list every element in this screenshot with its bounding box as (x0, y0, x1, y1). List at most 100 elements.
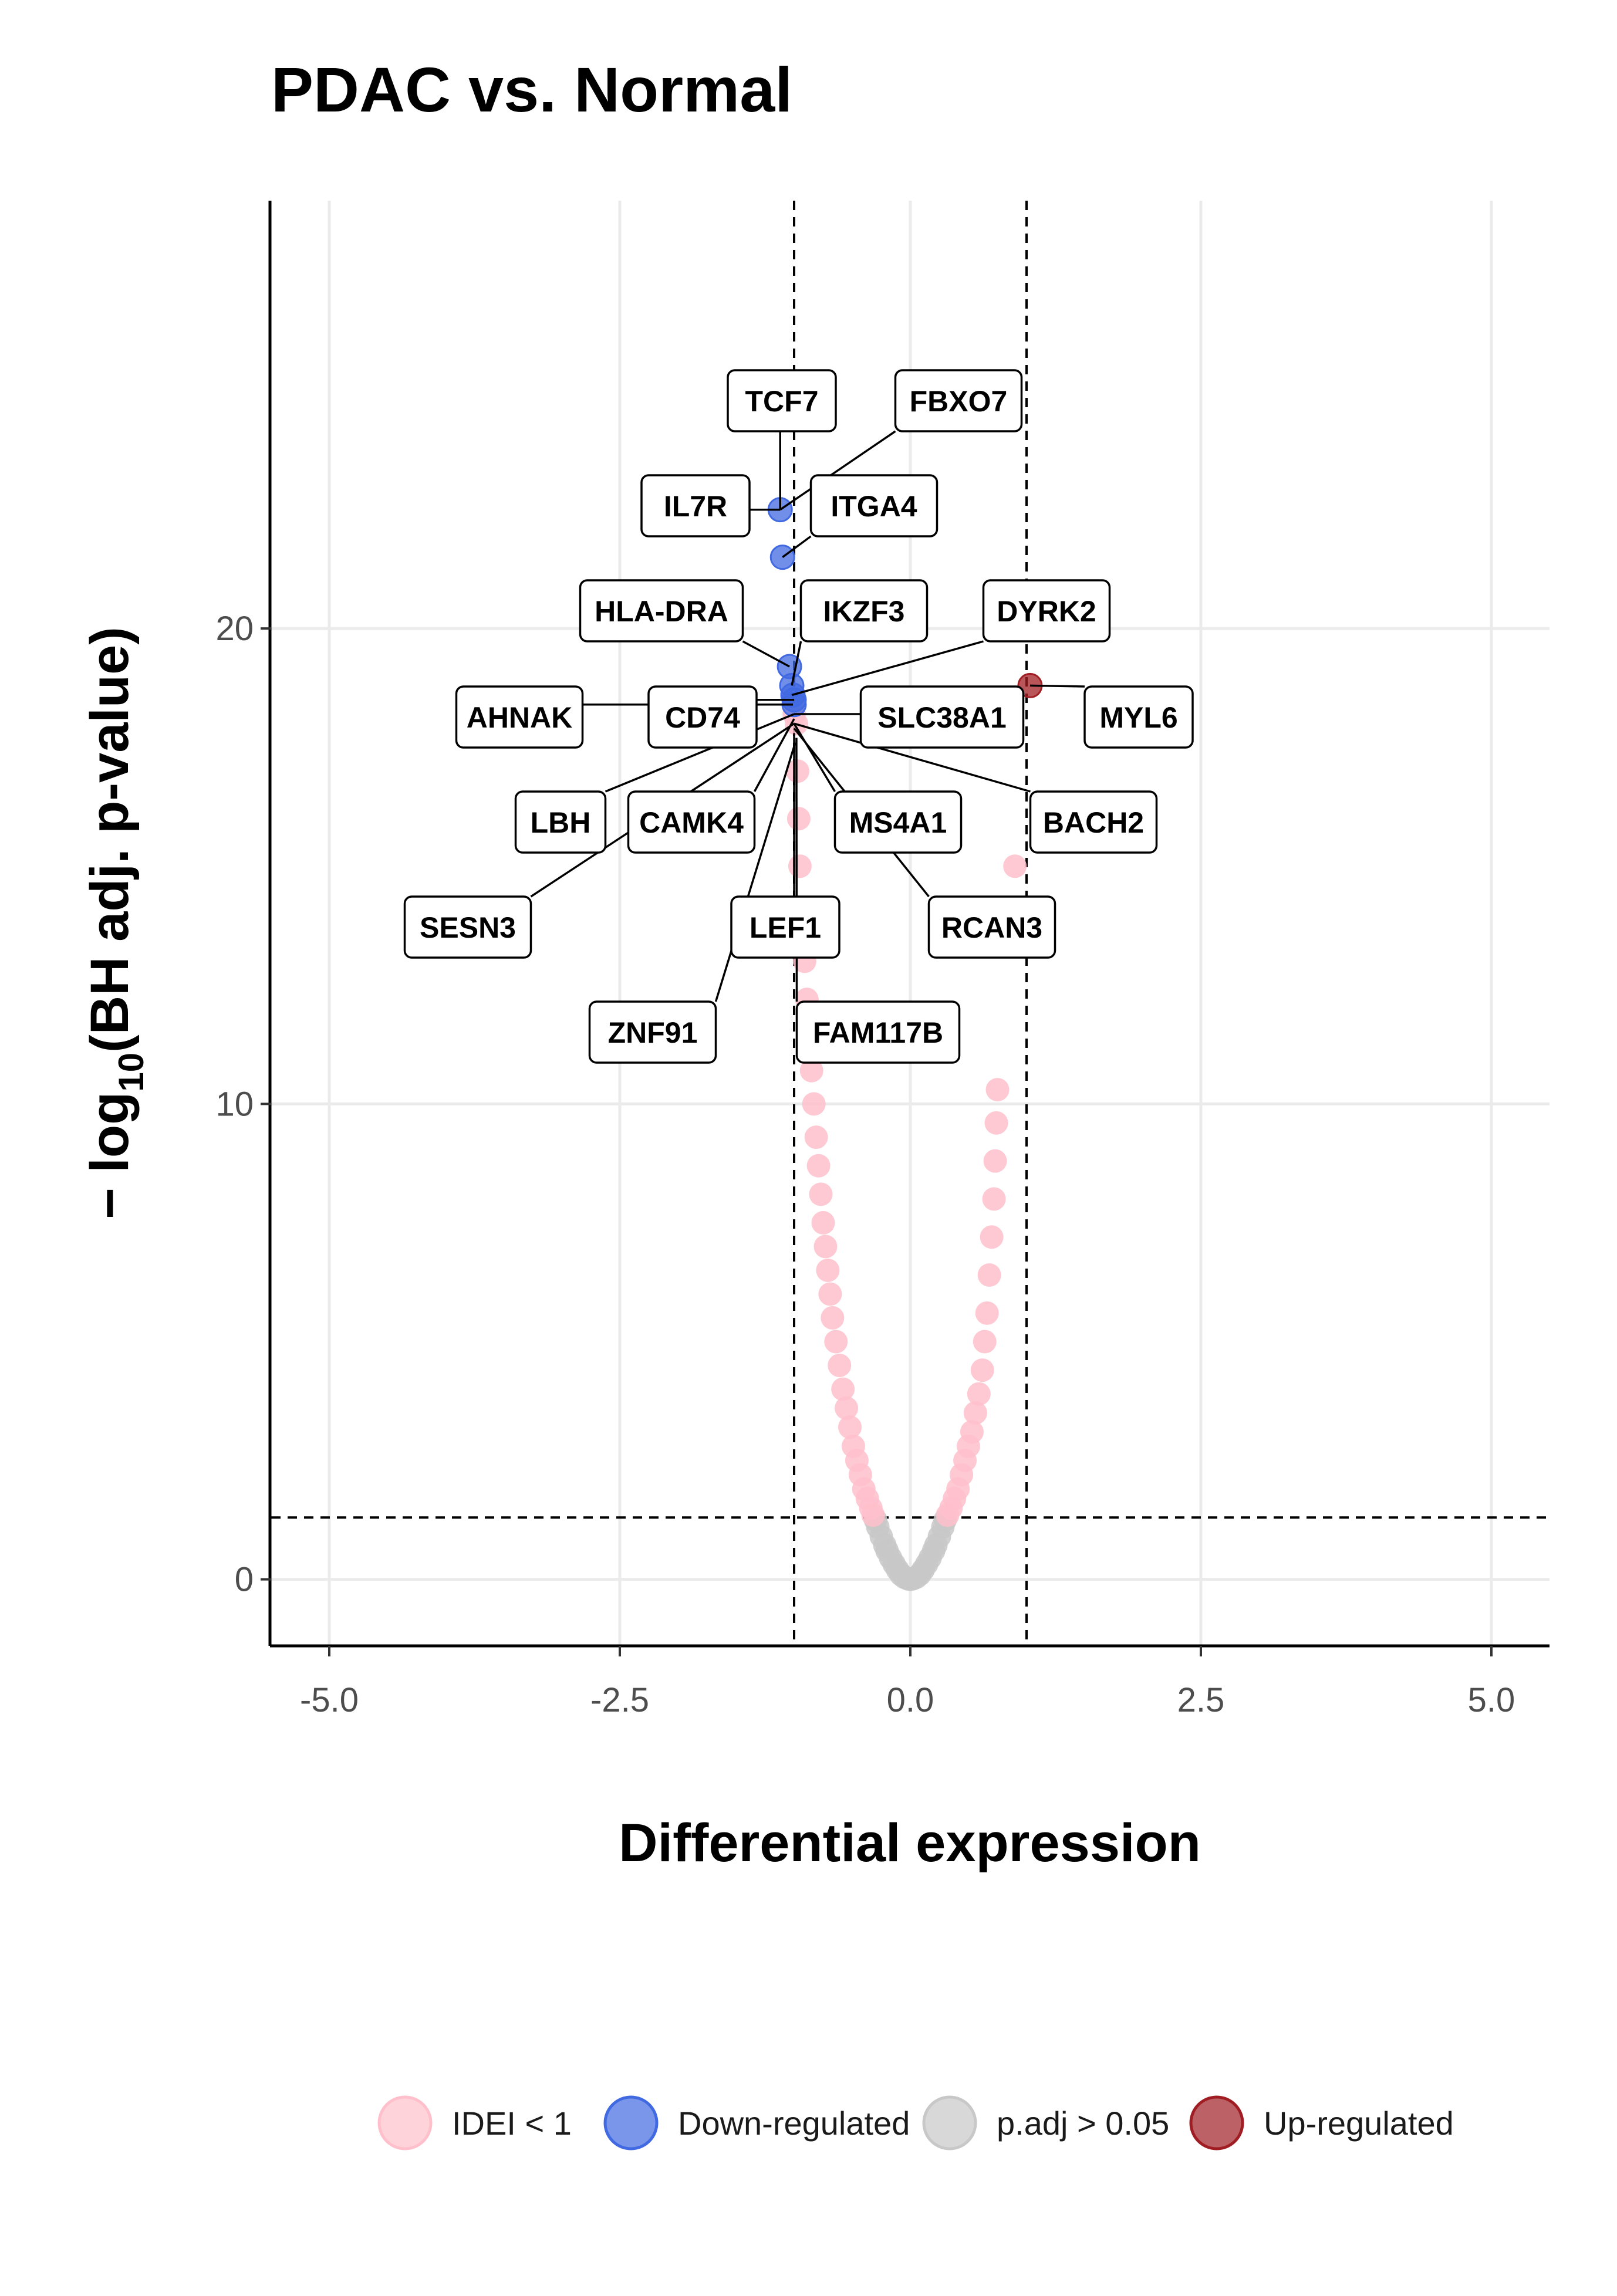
y-axis-title: − log10(BH adj. p-value) (80, 627, 151, 1219)
label-connector (742, 640, 790, 668)
gene-label: DYRK2 (997, 595, 1096, 628)
point-ns_fc (799, 1059, 823, 1083)
gene-label-box (982, 579, 1111, 643)
legend-swatch (377, 2095, 433, 2150)
x-tick-label: 5.0 (1468, 1681, 1515, 1719)
gene-label: SESN3 (420, 911, 516, 944)
gene-label: ITGA4 (831, 490, 917, 523)
threshold-lines (271, 201, 1550, 1646)
legend-label: IDEI < 1 (452, 2105, 572, 2142)
legend-swatch (1189, 2095, 1244, 2150)
x-tick-label: 2.5 (1177, 1681, 1225, 1719)
point-ns_fc (982, 1187, 1006, 1211)
gene-label-box (403, 895, 532, 959)
point-ns_fc (788, 854, 812, 878)
point-ns_fc (802, 1092, 826, 1116)
legend-swatch (922, 2095, 977, 2150)
legend-label: Down-regulated (678, 2105, 910, 2142)
point-ns_fc (985, 1078, 1010, 1102)
x-tick-label: -5.0 (300, 1681, 359, 1719)
point-ns_fc (821, 1306, 845, 1330)
label-boxes: TCF7 FBXO7 IL7R ITGA4 HLA-DRA IKZF3 DYRK2 AHNAK… (403, 369, 1194, 1064)
point-ns_fc (963, 1401, 987, 1425)
point-ns_fc (831, 1377, 855, 1401)
x-tick-label: 0.0 (887, 1681, 934, 1719)
gene-label: TCF7 (745, 385, 819, 418)
gene-label-box (627, 790, 756, 854)
gene-label: FBXO7 (910, 385, 1008, 418)
legend-label: Up-regulated (1264, 2105, 1454, 2142)
point-ns_fc (809, 1182, 833, 1206)
point-ns_fc (967, 1382, 991, 1406)
gene-label-box (799, 579, 929, 643)
data-points (767, 497, 1043, 1591)
label-connector (605, 713, 795, 793)
legend-item: Up-regulated (1189, 2095, 1454, 2150)
gene-label-box (647, 685, 758, 749)
gene-label: FAM117B (813, 1016, 943, 1049)
legend-item: IDEI < 1 (377, 2095, 572, 2150)
label-connector (795, 738, 798, 1002)
y-tick-label: 0 (235, 1561, 254, 1599)
point-ns_fc (835, 1396, 859, 1420)
gene-label-box (588, 1000, 717, 1064)
point-ns_fc (983, 1149, 1007, 1173)
label-connector (782, 535, 812, 559)
gene-labels: TCF7 FBXO7 IL7R ITGA4 HLA-DRA IKZF3 DYRK2 AHNAK… (403, 369, 1194, 1064)
legend-item: p.adj > 0.05 (922, 2095, 1169, 2150)
gene-label: IL7R (664, 490, 727, 523)
chart-title: PDAC vs. Normal (271, 54, 792, 125)
point-ns_fc (816, 1258, 840, 1282)
gene-label: CD74 (665, 701, 740, 734)
legend-label: p.adj > 0.05 (997, 2105, 1169, 2142)
gene-label-box (579, 579, 744, 643)
gene-label: LEF1 (750, 911, 821, 944)
label-connector (753, 718, 795, 792)
point-ns_fc (813, 1235, 838, 1259)
point-ns_fc (804, 1125, 828, 1149)
point-ns_fc (811, 1210, 835, 1235)
y-axis-title-prefix: − log (80, 1092, 140, 1219)
gene-label: LBH (531, 806, 591, 839)
legend-swatch (603, 2095, 659, 2150)
x-axis-title: Differential expression (619, 1813, 1201, 1873)
point-ns_fc (960, 1420, 984, 1444)
gene-label: MS4A1 (849, 806, 947, 839)
label-connector (779, 430, 896, 511)
point-ns_fc (1003, 854, 1027, 878)
gene-label-box (833, 790, 963, 854)
gene-label-box (730, 895, 840, 959)
gene-label: HLA-DRA (595, 595, 728, 628)
point-ns_fc (970, 1358, 994, 1382)
gene-label: CAMK4 (639, 806, 744, 839)
point-ns_fc (838, 1415, 862, 1439)
point-ns_fc (975, 1301, 999, 1325)
y-tick-label: 20 (215, 610, 254, 648)
legend-item: Down-regulated (603, 2095, 910, 2150)
point-ns_fc (786, 807, 811, 831)
label-connector (791, 640, 984, 696)
gene-label: IKZF3 (823, 595, 905, 628)
gene-label: ZNF91 (608, 1016, 698, 1049)
label-connector (793, 723, 836, 792)
point-ns_fc (977, 1263, 1001, 1287)
gene-label-box (859, 685, 1025, 749)
gene-label-box (455, 685, 584, 749)
label-connector (714, 742, 796, 1002)
y-axis-title-main: (BH adj. p-value) (80, 627, 140, 1053)
legend: IDEI < 1 Down-regulated p.adj > 0.05 Up-reg… (377, 2095, 1454, 2150)
gene-label: RCAN3 (941, 911, 1042, 944)
gene-label-box (795, 1000, 961, 1064)
gene-label-box (640, 474, 751, 537)
point-ns_fc (973, 1330, 997, 1354)
gene-label-box (727, 369, 837, 432)
point-ns_fc (980, 1225, 1004, 1249)
point-ns_fc (861, 1503, 885, 1527)
x-tick-label: -2.5 (590, 1681, 649, 1719)
label-connector (1029, 684, 1085, 688)
label-connectors (530, 430, 1085, 1002)
point-ns_fc (806, 1154, 831, 1178)
gene-label: BACH2 (1043, 806, 1144, 839)
gene-label-box (1029, 790, 1158, 854)
